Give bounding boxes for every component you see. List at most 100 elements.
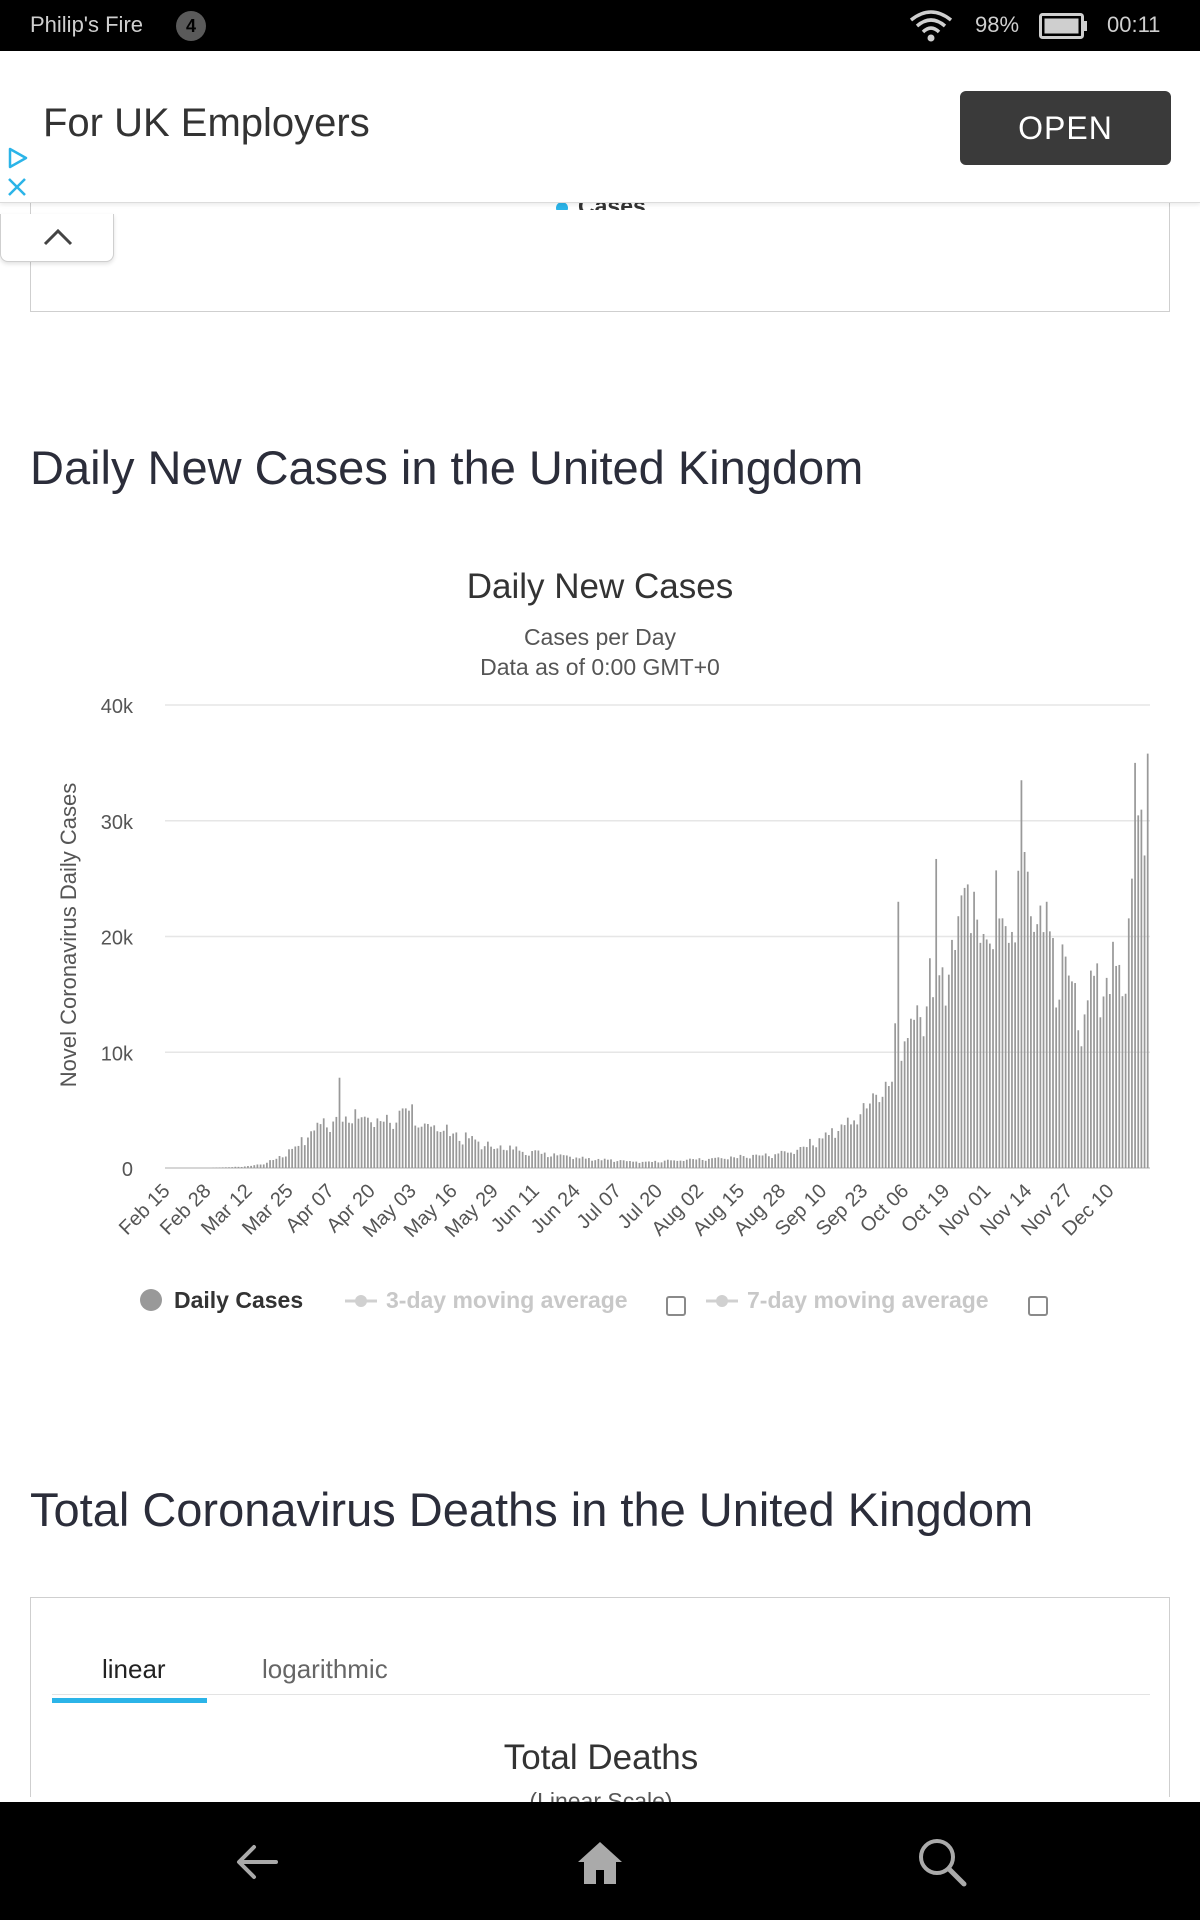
daily-cases-bar [502, 1149, 505, 1168]
daily-cases-bar [865, 1108, 868, 1168]
3-day-average-checkbox[interactable] [666, 1296, 686, 1316]
daily-cases-bar [1011, 931, 1013, 1168]
daily-cases-bar [224, 1167, 227, 1168]
daily-cases-bar [947, 974, 950, 1168]
daily-cases-bar [638, 1162, 641, 1168]
daily-cases-bar [685, 1159, 688, 1168]
ad-banner[interactable]: For UK Employers OPEN [0, 51, 1200, 203]
daily-cases-bar [742, 1156, 745, 1168]
daily-cases-bar [341, 1121, 344, 1168]
daily-cases-bar [869, 1103, 871, 1168]
daily-cases-bar [730, 1156, 732, 1168]
daily-cases-bar [613, 1161, 616, 1168]
daily-cases-bar [1020, 780, 1023, 1168]
daily-cases-bar [471, 1136, 473, 1168]
deaths-chart-title: Total Deaths [503, 1738, 699, 1777]
daily-cases-bar [240, 1166, 243, 1168]
daily-cases-bar [512, 1149, 515, 1168]
daily-cases-bar [259, 1164, 262, 1168]
back-icon[interactable] [228, 1832, 288, 1892]
daily-cases-bar [768, 1156, 770, 1168]
status-bar: Philip's Fire 4 98% 00:11 [0, 0, 1200, 51]
daily-cases-bar [625, 1161, 628, 1168]
daily-cases-bar [543, 1152, 546, 1168]
tab-linear[interactable]: linear [102, 1654, 166, 1684]
daily-cases-bar [970, 933, 972, 1168]
daily-cases-bar [1058, 999, 1061, 1168]
legend-item-3-day-average[interactable]: 3-day moving average [344, 1287, 628, 1314]
daily-cases-bar [648, 1161, 650, 1168]
daily-cases-bar [480, 1149, 483, 1168]
daily-cases-bar [755, 1154, 758, 1168]
daily-cases-bar [966, 884, 969, 1168]
daily-cases-bar [660, 1162, 663, 1168]
daily-cases-bar [764, 1153, 767, 1168]
ad-headline[interactable]: For UK Employers [43, 101, 370, 145]
daily-cases-bar [834, 1137, 837, 1168]
chart-title: Daily New Cases [466, 567, 734, 606]
daily-cases-bar [1093, 975, 1095, 1168]
daily-cases-bar [998, 918, 1001, 1168]
daily-cases-bar [929, 958, 931, 1168]
daily-cases-bar [711, 1158, 713, 1168]
legend-item-7-day-average[interactable]: 7-day moving average [705, 1287, 989, 1314]
daily-cases-bar [373, 1127, 376, 1168]
daily-cases-bar [1086, 1000, 1089, 1168]
daily-cases-bar [297, 1145, 300, 1168]
daily-cases-bar [281, 1157, 284, 1168]
daily-cases-bar [887, 1086, 890, 1168]
daily-cases-bar [802, 1146, 805, 1168]
daily-cases-bar [749, 1158, 751, 1168]
daily-cases-bar [988, 943, 991, 1168]
search-icon[interactable] [912, 1832, 972, 1892]
daily-cases-bar [1090, 970, 1092, 1168]
daily-cases-bar [859, 1114, 862, 1168]
daily-cases-bar [919, 1017, 922, 1168]
daily-cases-bar [976, 919, 979, 1168]
daily-cases-bar [856, 1124, 859, 1168]
daily-cases-bar [651, 1161, 653, 1168]
collapse-ad-button[interactable] [0, 214, 114, 262]
daily-cases-bar [837, 1130, 840, 1168]
daily-cases-bar [616, 1161, 619, 1168]
daily-cases-bar [963, 887, 966, 1168]
daily-cases-bar [881, 1096, 884, 1168]
chart-subtitle: Cases per Day [523, 624, 677, 650]
daily-cases-bar [401, 1108, 404, 1168]
daily-cases-bar [679, 1160, 682, 1168]
daily-cases-bar [644, 1161, 647, 1168]
daily-cases-bar [584, 1158, 587, 1168]
ad-open-button[interactable]: OPEN [960, 91, 1171, 165]
close-icon[interactable] [6, 176, 28, 203]
legend-item-daily-cases[interactable]: Daily Cases [140, 1287, 303, 1314]
daily-cases-bar [840, 1124, 843, 1168]
daily-cases-bar [850, 1124, 852, 1168]
daily-cases-bar [490, 1146, 492, 1168]
daily-cases-bar [253, 1165, 256, 1168]
daily-cases-bar [670, 1160, 672, 1168]
daily-cases-bar [1067, 975, 1070, 1168]
daily-cases-bar [487, 1141, 489, 1168]
daily-cases-bar [1108, 994, 1111, 1168]
daily-cases-bar [404, 1108, 407, 1168]
7-day-average-checkbox[interactable] [1028, 1296, 1048, 1316]
daily-cases-bar [414, 1125, 417, 1168]
daily-cases-bar [922, 1036, 925, 1168]
daily-cases-bar [442, 1130, 445, 1168]
daily-cases-bar [420, 1126, 423, 1168]
legend-dot-icon [140, 1289, 162, 1311]
device-name: Philip's Fire [30, 12, 144, 37]
home-icon[interactable] [570, 1832, 630, 1892]
tab-logarithmic[interactable]: logarithmic [262, 1654, 388, 1684]
daily-cases-bar [992, 949, 994, 1168]
daily-cases-bar [499, 1145, 502, 1168]
daily-cases-bar [398, 1110, 401, 1168]
daily-cases-bar [916, 1005, 919, 1168]
daily-cases-bar [777, 1153, 780, 1168]
daily-cases-bar [550, 1156, 552, 1168]
daily-cases-bar [423, 1123, 426, 1168]
daily-cases-bar [739, 1154, 742, 1168]
y-axis-label: Novel Coronavirus Daily Cases [56, 783, 81, 1087]
daily-cases-bar [1033, 931, 1035, 1168]
adchoices-icon[interactable] [6, 146, 30, 175]
